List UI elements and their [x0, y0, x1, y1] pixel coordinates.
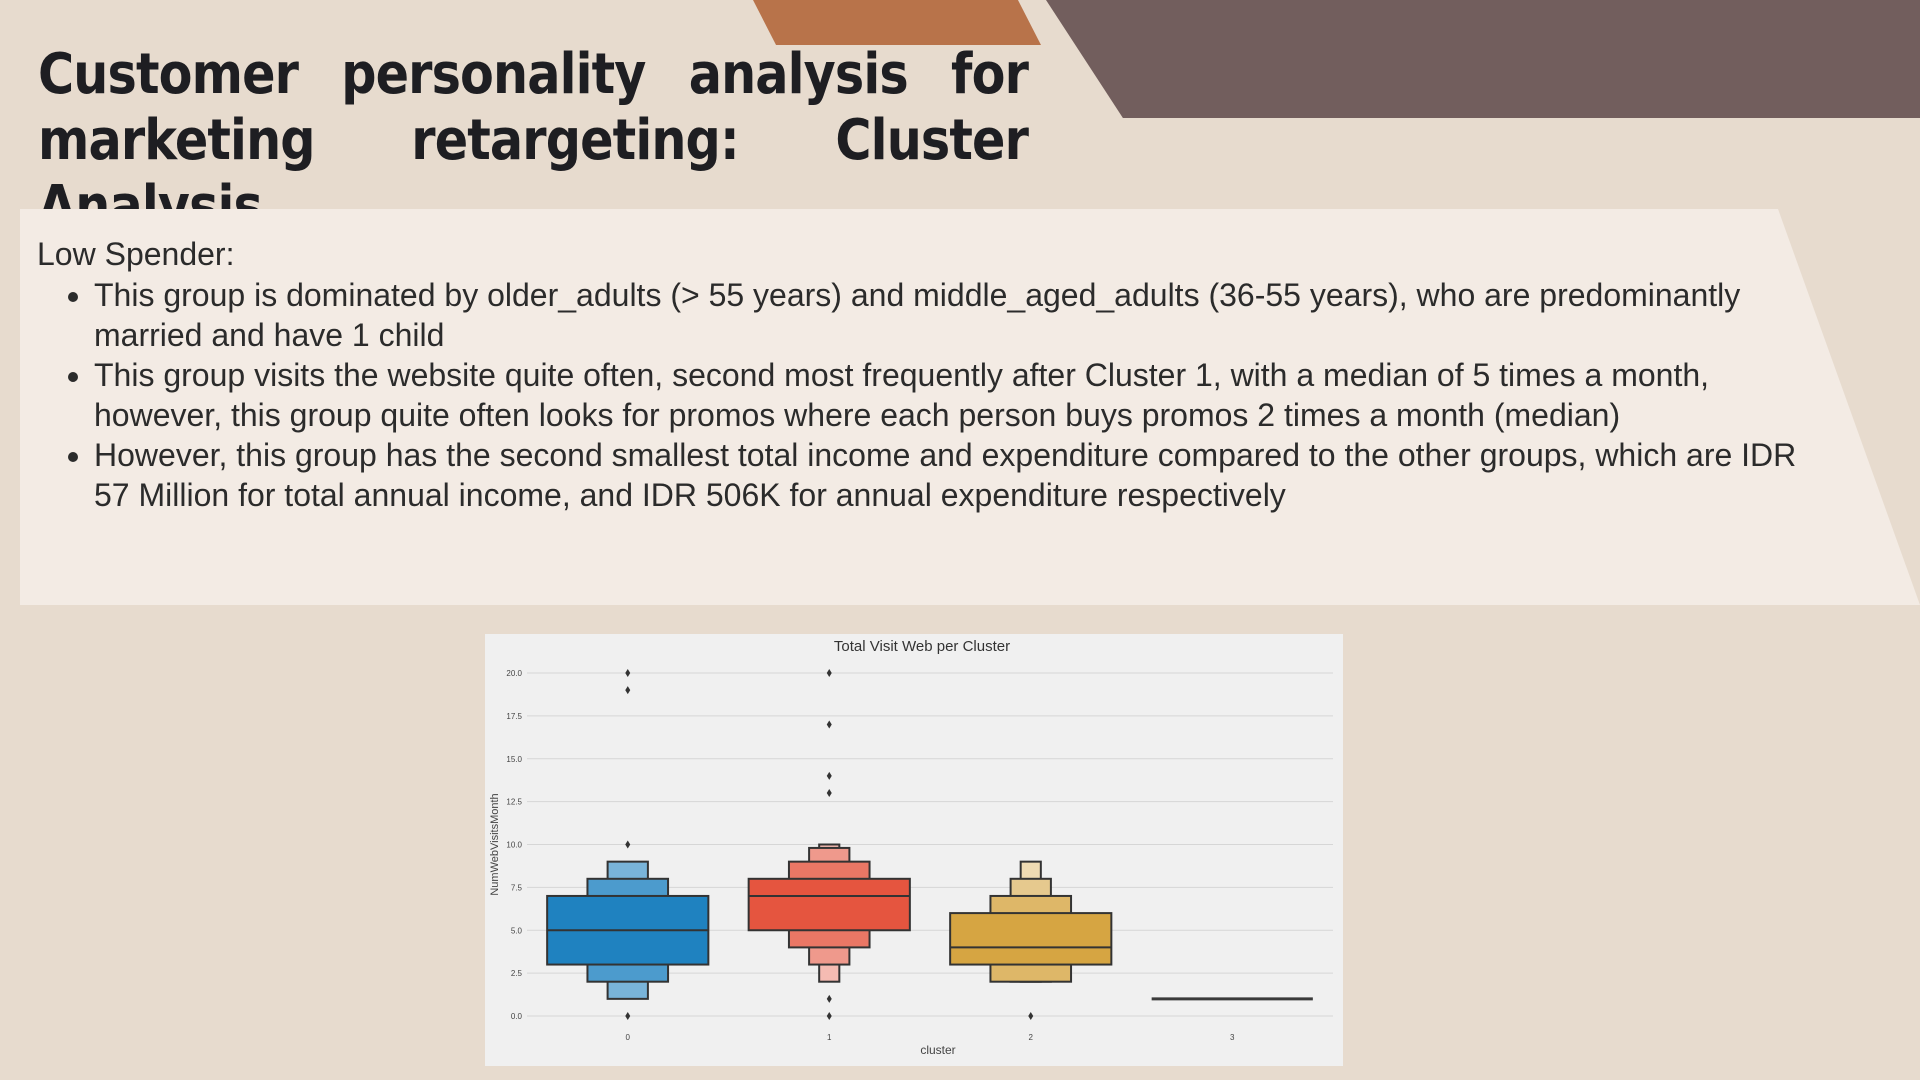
bullet-list: This group is dominated by older_adults … [56, 275, 1814, 515]
box-level [747, 877, 911, 932]
y-tick-label: 15.0 [506, 755, 522, 764]
box-level [949, 912, 1113, 966]
chart-container: Total Visit Web per Cluster 0.0 2.5 5.0 7.5 1… [485, 634, 1343, 1066]
y-tick-label: 12.5 [506, 798, 522, 807]
slide-title: Customer personality analysis for market… [38, 42, 1029, 239]
outlier-point [1028, 1012, 1034, 1020]
text-panel [20, 209, 1920, 605]
x-tick-label: 2 [1029, 1033, 1034, 1042]
outlier-point [625, 686, 631, 695]
outlier-point [826, 994, 832, 1003]
decorative-orange-shape [753, 0, 1041, 45]
y-tick-label: 5.0 [511, 926, 523, 935]
outlier-point [826, 1012, 832, 1020]
y-tick-label: 2.5 [511, 969, 523, 978]
x-tick-label: 0 [626, 1033, 631, 1042]
outlier-point [826, 771, 832, 780]
section-heading: Low Spender: [37, 236, 235, 272]
outlier-point [625, 840, 631, 849]
y-axis-label: NumWebVisitsMonth [489, 793, 501, 895]
y-tick-label: 20.0 [506, 669, 522, 678]
x-tick-label: 1 [827, 1033, 832, 1042]
outlier-point [826, 789, 832, 798]
boxen-chart: Total Visit Web per Cluster 0.0 2.5 5.0 7.5 1… [489, 638, 1333, 1057]
outlier-point [625, 669, 631, 677]
bullet-item: This group is dominated by older_adults … [94, 275, 1814, 355]
bullet-item: However, this group has the second small… [94, 435, 1814, 515]
y-tick-label: 7.5 [511, 883, 523, 892]
chart-title: Total Visit Web per Cluster [834, 638, 1010, 655]
x-tick-label: 3 [1230, 1033, 1235, 1042]
y-tick-label: 0.0 [511, 1012, 523, 1021]
y-tick-label: 10.0 [506, 841, 522, 850]
decorative-brown-shape [1046, 0, 1920, 118]
y-tick-label: 17.5 [506, 712, 522, 721]
outlier-point [625, 1012, 631, 1020]
outlier-point [826, 669, 832, 677]
bullet-item: This group visits the website quite ofte… [94, 355, 1814, 435]
x-axis-label: cluster [920, 1043, 955, 1057]
outlier-point [826, 720, 832, 729]
